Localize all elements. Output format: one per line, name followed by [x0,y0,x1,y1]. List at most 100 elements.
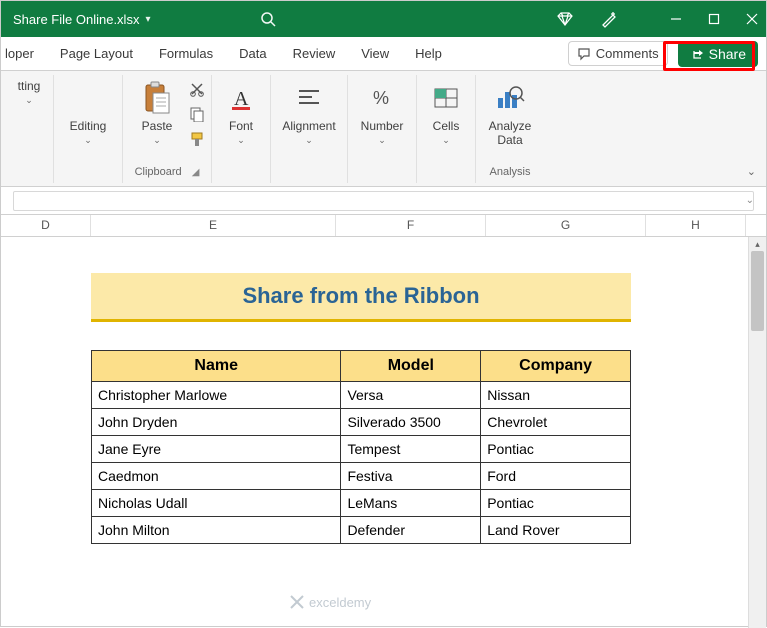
cell-company[interactable]: Ford [481,463,631,490]
tab-help[interactable]: Help [403,40,454,67]
scroll-thumb[interactable] [751,251,764,331]
table-row[interactable]: Jane EyreTempestPontiac [92,436,631,463]
format-painter-icon[interactable] [189,131,205,150]
comment-icon [577,47,591,61]
filename[interactable]: Share File Online.xlsx [13,12,139,27]
share-button[interactable]: Share [678,41,758,67]
editing-label: Editing [70,119,107,133]
table-row[interactable]: CaedmonFestivaFord [92,463,631,490]
analyze-icon [495,79,525,117]
share-icon [690,47,704,61]
cell-name[interactable]: Nicholas Udall [92,490,341,517]
alignment-label: Alignment [282,119,335,133]
copy-icon[interactable] [189,106,205,125]
comments-button[interactable]: Comments [568,41,668,66]
sheet-title: Share from the Ribbon [242,283,479,308]
cell-model[interactable]: LeMans [341,490,481,517]
data-table: Name Model Company Christopher MarloweVe… [91,350,631,544]
cut-icon[interactable] [189,81,205,100]
watermark-icon [289,594,305,610]
ribbon-collapse-icon[interactable]: ⌄ [747,165,756,178]
number-label: Number [361,119,404,133]
ribbon-group-alignment: Alignment ⌄ [271,75,348,183]
col-header-h[interactable]: H [646,215,746,236]
formula-input[interactable] [13,191,754,211]
scroll-up-icon[interactable]: ▴ [749,239,766,250]
ribbon-group-cells: Cells ⌄ [417,75,476,183]
ribbon-group-font: A Font ⌄ [212,75,271,183]
sheet-content[interactable]: Share from the Ribbon Name Model Company… [1,237,766,544]
column-headers: D E F G H [1,215,766,237]
cell-company[interactable]: Pontiac [481,436,631,463]
search-icon[interactable] [260,11,276,27]
watermark-text: exceldemy [309,595,371,610]
premium-icon[interactable] [556,11,574,27]
alignment-button[interactable]: Alignment ⌄ [277,77,341,148]
ribbon-tabs: loper Page Layout Formulas Data Review V… [1,37,766,71]
table-row[interactable]: John MiltonDefenderLand Rover [92,517,631,544]
paste-label: Paste [142,119,173,133]
font-icon: A [228,79,254,117]
cell-model[interactable]: Tempest [341,436,481,463]
font-button[interactable]: A Font ⌄ [218,77,264,148]
cell-company[interactable]: Nissan [481,382,631,409]
chevron-down-icon[interactable]: ▾ [145,14,150,25]
col-header-e[interactable]: E [91,215,336,236]
editing-icon [82,79,94,117]
col-header-g[interactable]: G [486,215,646,236]
cell-model[interactable]: Festiva [341,463,481,490]
share-label: Share [709,46,746,62]
cell-name[interactable]: John Milton [92,517,341,544]
formatting-button[interactable]: tting ⌄ [11,77,47,108]
vertical-scrollbar[interactable]: ▴ [748,237,766,628]
th-name[interactable]: Name [92,351,341,382]
minimize-icon[interactable] [670,13,682,25]
title-banner: Share from the Ribbon [91,273,631,322]
formula-bar: ⌄ [1,187,766,215]
cell-company[interactable]: Land Rover [481,517,631,544]
cell-company[interactable]: Chevrolet [481,409,631,436]
cells-label: Cells [433,119,460,133]
cell-model[interactable]: Versa [341,382,481,409]
tab-developer[interactable]: loper [5,40,46,67]
close-icon[interactable] [746,13,758,25]
tab-page-layout[interactable]: Page Layout [48,40,145,67]
analysis-group-label: Analysis [490,166,531,178]
maximize-icon[interactable] [708,13,720,25]
cells-button[interactable]: Cells ⌄ [423,77,469,148]
cells-icon [433,79,459,117]
formatting-label: tting [18,79,41,93]
editing-button[interactable]: Editing ⌄ [60,77,116,148]
col-header-f[interactable]: F [336,215,486,236]
cell-company[interactable]: Pontiac [481,490,631,517]
number-button[interactable]: % Number ⌄ [354,77,410,148]
tab-data[interactable]: Data [227,40,278,67]
svg-text:%: % [373,88,389,108]
cell-model[interactable]: Defender [341,517,481,544]
col-header-d[interactable]: D [1,215,91,236]
tab-view[interactable]: View [349,40,401,67]
ribbon-group-number: % Number ⌄ [348,75,417,183]
cell-name[interactable]: Caedmon [92,463,341,490]
cell-model[interactable]: Silverado 3500 [341,409,481,436]
th-model[interactable]: Model [341,351,481,382]
sparkle-icon[interactable] [600,10,618,28]
paste-icon [142,79,172,117]
chevron-down-icon: ⌄ [153,135,161,146]
cell-name[interactable]: John Dryden [92,409,341,436]
expand-formula-icon[interactable]: ⌄ [746,195,754,206]
dialog-launcher-icon[interactable]: ◢ [192,167,200,178]
paste-button[interactable]: Paste ⌄ [129,77,185,148]
cell-name[interactable]: Jane Eyre [92,436,341,463]
table-row[interactable]: Nicholas UdallLeMansPontiac [92,490,631,517]
tab-formulas[interactable]: Formulas [147,40,225,67]
th-company[interactable]: Company [481,351,631,382]
table-row[interactable]: John DrydenSilverado 3500Chevrolet [92,409,631,436]
titlebar: Share File Online.xlsx ▾ [1,1,766,37]
tab-review[interactable]: Review [281,40,348,67]
table-row[interactable]: Christopher MarloweVersaNissan [92,382,631,409]
analyze-data-button[interactable]: Analyze Data [482,77,538,150]
cell-name[interactable]: Christopher Marlowe [92,382,341,409]
chevron-down-icon: ⌄ [84,135,92,146]
chevron-down-icon: ⌄ [442,135,450,146]
